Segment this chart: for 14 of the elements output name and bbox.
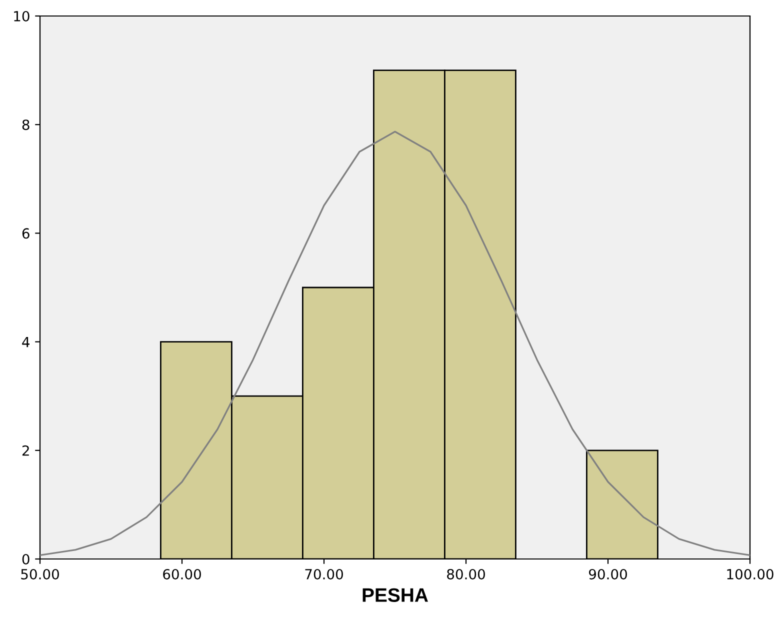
y-tick-label: 2: [22, 445, 29, 456]
y-tick-label: 6: [22, 228, 30, 239]
x-tick-label: 100.00: [727, 568, 774, 580]
x-tick-label: 80.00: [447, 568, 485, 580]
x-tick-label: 60.00: [163, 568, 201, 580]
x-tick-label: 90.00: [588, 568, 627, 580]
x-tick-label: 70.00: [305, 568, 343, 580]
x-axis-title: PESHA: [362, 588, 428, 602]
line-series: [40, 130, 750, 556]
y-tick-label: 10: [14, 10, 30, 22]
y-tick-label: 4: [22, 336, 30, 348]
x-tick-label: 50.00: [21, 568, 59, 580]
y-tick-label: 8: [22, 120, 30, 130]
y-tick-label: 0: [22, 554, 30, 564]
